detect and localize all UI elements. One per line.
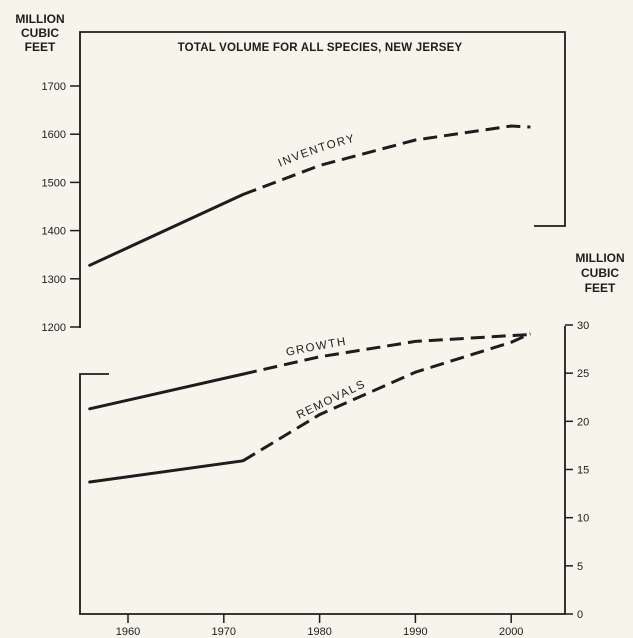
left-axis-title-line-2: CUBIC bbox=[21, 26, 59, 40]
right-tick-label: 30 bbox=[577, 320, 589, 332]
x-tick-label: 1990 bbox=[403, 626, 427, 638]
left-tick-label: 1300 bbox=[42, 274, 66, 286]
growth-series-label: GROWTH bbox=[285, 336, 348, 359]
left-tick-label: 1700 bbox=[42, 81, 66, 93]
x-tick-label: 1960 bbox=[116, 626, 140, 638]
inventory-series-label: INVENTORY bbox=[277, 133, 357, 170]
left-axis-title-line-3: FEET bbox=[25, 40, 56, 54]
growth-line-historic bbox=[88, 372, 245, 411]
growth-removals-panel-frame bbox=[79, 326, 566, 615]
right-axis-ticks: 0 5 10 15 20 25 30 bbox=[565, 320, 589, 621]
right-tick-label: 20 bbox=[577, 416, 589, 428]
series-lines bbox=[88, 124, 532, 484]
growth-line-projected bbox=[242, 333, 531, 376]
inventory-series-label-text: INVENTORY bbox=[277, 133, 356, 170]
inventory-line-projected bbox=[242, 124, 531, 196]
left-tick-label: 1600 bbox=[42, 129, 66, 141]
x-tick-label: 1970 bbox=[212, 626, 236, 638]
right-axis-title: MILLION CUBIC FEET bbox=[575, 251, 624, 295]
x-axis-ticks: 1960 1970 1980 1990 2000 bbox=[116, 614, 523, 638]
x-tick-label: 1980 bbox=[307, 626, 331, 638]
left-tick-label: 1500 bbox=[42, 177, 66, 189]
left-axis-title-line-1: MILLION bbox=[15, 12, 64, 26]
right-axis-title-line-1: MILLION bbox=[575, 251, 624, 265]
removals-line-historic bbox=[88, 459, 245, 484]
left-tick-label: 1400 bbox=[42, 226, 66, 238]
growth-series-label-text: GROWTH bbox=[285, 336, 346, 359]
right-tick-label: 25 bbox=[577, 368, 589, 380]
right-tick-label: 0 bbox=[577, 609, 583, 621]
removals-line-projected bbox=[242, 332, 532, 463]
chart-title: TOTAL VOLUME FOR ALL SPECIES, NEW JERSEY bbox=[178, 42, 463, 54]
right-tick-label: 10 bbox=[577, 513, 589, 525]
right-tick-label: 15 bbox=[577, 465, 589, 477]
right-tick-label: 5 bbox=[577, 561, 583, 573]
removals-series-label-text: REMOVALS bbox=[295, 378, 366, 422]
removals-series-label: REMOVALS bbox=[295, 378, 368, 422]
left-tick-label: 1200 bbox=[42, 322, 66, 334]
left-axis-ticks: 1200 1300 1400 1500 1600 1700 bbox=[42, 81, 80, 334]
x-tick-label: 2000 bbox=[499, 626, 523, 638]
inventory-line-historic bbox=[88, 193, 245, 267]
right-axis-title-line-3: FEET bbox=[585, 281, 616, 295]
right-axis-title-line-2: CUBIC bbox=[581, 266, 619, 280]
left-axis-title: MILLION CUBIC FEET bbox=[15, 12, 64, 54]
inventory-panel-frame bbox=[79, 31, 566, 328]
